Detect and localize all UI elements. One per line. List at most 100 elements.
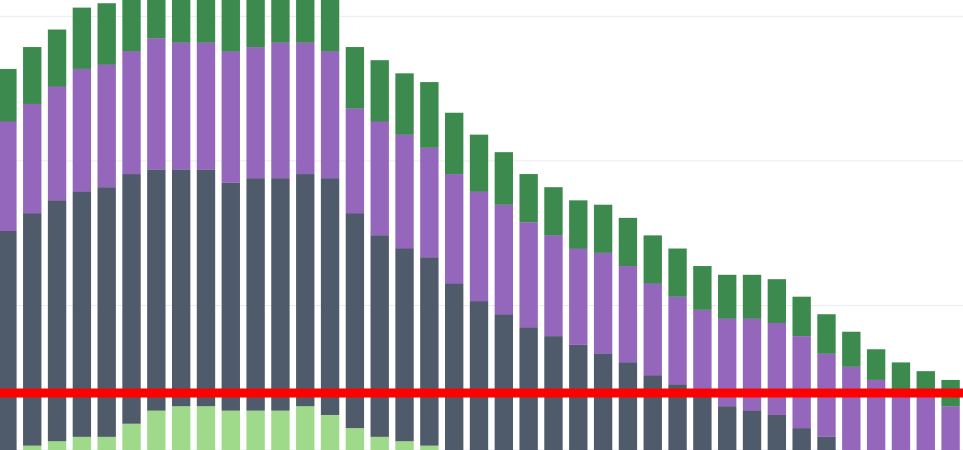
bar-segment-4-series-3 bbox=[72, 68, 92, 192]
bar-segment-2-series-2 bbox=[23, 213, 42, 446]
bar-segment-5-series-1 bbox=[97, 436, 116, 450]
bar-segment-14-series-3 bbox=[320, 51, 340, 179]
bar-segment-28-series-4 bbox=[668, 248, 687, 297]
bar-segment-26-series-4 bbox=[618, 217, 638, 267]
bar-segment-37-series-3 bbox=[891, 388, 911, 450]
bar-segment-20-series-2 bbox=[469, 301, 489, 450]
bar-segment-32-series-3 bbox=[767, 322, 787, 415]
bar-segment-17-series-4 bbox=[395, 73, 414, 135]
bar-segment-8-series-4 bbox=[171, 0, 191, 43]
bar-segment-33-series-2 bbox=[792, 428, 811, 450]
bar-segment-7-series-1 bbox=[147, 410, 166, 450]
bar-segment-16-series-1 bbox=[370, 436, 389, 450]
bar-segment-18-series-1 bbox=[420, 445, 439, 450]
bar-segment-13-series-1 bbox=[296, 406, 315, 450]
bar-segment-33-series-3 bbox=[792, 336, 811, 429]
bar-segment-25-series-2 bbox=[593, 353, 613, 450]
bar-segment-9-series-1 bbox=[196, 406, 216, 450]
bar-segment-36-series-4 bbox=[866, 349, 886, 380]
bar-segment-35-series-4 bbox=[842, 331, 861, 367]
bar-segment-18-series-4 bbox=[420, 82, 439, 148]
bar-segment-7-series-2 bbox=[147, 169, 166, 411]
bar-segment-8-series-1 bbox=[171, 406, 191, 450]
bar-segment-15-series-2 bbox=[345, 213, 365, 429]
bar-segment-19-series-4 bbox=[445, 112, 464, 175]
bar-segment-9-series-3 bbox=[196, 42, 216, 170]
bar-segment-16-series-2 bbox=[370, 235, 389, 437]
bar-segment-22-series-4 bbox=[519, 174, 538, 223]
bar-segment-23-series-3 bbox=[544, 235, 563, 337]
bar-segment-26-series-3 bbox=[618, 266, 638, 363]
bar-segment-10-series-2 bbox=[221, 182, 240, 411]
bar-segment-39-series-3 bbox=[941, 406, 960, 450]
bar-segment-14-series-4 bbox=[320, 0, 340, 52]
bar-segment-32-series-2 bbox=[767, 414, 787, 450]
bar-segment-11-series-4 bbox=[246, 0, 265, 48]
bar-segment-24-series-3 bbox=[569, 248, 588, 345]
bar-segment-5-series-2 bbox=[97, 187, 116, 437]
bar-segment-30-series-2 bbox=[718, 406, 737, 450]
bar-segment-9-series-4 bbox=[196, 0, 216, 43]
bar-segment-12-series-4 bbox=[271, 0, 290, 43]
bar-segment-16-series-3 bbox=[370, 121, 389, 236]
bar-segment-21-series-3 bbox=[494, 204, 514, 315]
bar-segment-9-series-2 bbox=[196, 169, 216, 407]
bar-segment-3-series-2 bbox=[47, 200, 67, 442]
bar-segment-28-series-2 bbox=[668, 384, 687, 450]
bar-segment-27-series-4 bbox=[643, 235, 662, 284]
bar-segment-10-series-3 bbox=[221, 51, 240, 183]
bar-segment-23-series-4 bbox=[544, 187, 563, 236]
bar-segment-13-series-2 bbox=[296, 174, 315, 407]
bar-segment-27-series-2 bbox=[643, 375, 662, 450]
bar-segment-5-series-3 bbox=[97, 64, 116, 188]
bar-segment-29-series-4 bbox=[693, 266, 712, 310]
bar-segment-38-series-3 bbox=[916, 397, 935, 450]
bar-segment-19-series-2 bbox=[445, 283, 464, 450]
bar-segment-6-series-4 bbox=[122, 0, 141, 52]
bar-segment-6-series-1 bbox=[122, 423, 141, 450]
bar-segment-34-series-4 bbox=[817, 314, 836, 354]
bar-segment-33-series-4 bbox=[792, 296, 811, 337]
bar-segment-2-series-1 bbox=[23, 445, 42, 450]
bar-segment-31-series-3 bbox=[742, 318, 762, 411]
bar-segment-8-series-3 bbox=[171, 42, 191, 170]
bar-segment-34-series-2 bbox=[817, 436, 836, 450]
bar-segment-18-series-3 bbox=[420, 147, 439, 258]
bar-segment-32-series-4 bbox=[767, 279, 787, 323]
bar-segment-2-series-4 bbox=[23, 47, 42, 104]
bar-segment-26-series-2 bbox=[618, 362, 638, 450]
bar-segment-35-series-3 bbox=[842, 366, 861, 450]
bar-segment-7-series-4 bbox=[147, 0, 166, 39]
bar-segment-37-series-4 bbox=[891, 362, 911, 389]
bar-segment-13-series-4 bbox=[296, 0, 315, 43]
bar-segment-16-series-4 bbox=[370, 60, 389, 122]
bar-segment-21-series-2 bbox=[494, 314, 514, 450]
bar-segment-12-series-2 bbox=[271, 178, 290, 411]
bar-segment-1-series-3 bbox=[0, 121, 17, 231]
bar-segment-11-series-2 bbox=[246, 178, 265, 411]
bar-segment-30-series-3 bbox=[718, 318, 737, 407]
bar-segment-29-series-2 bbox=[693, 397, 712, 450]
bar-segment-12-series-1 bbox=[271, 410, 290, 450]
bar-segment-11-series-1 bbox=[246, 410, 265, 450]
bar-segment-15-series-4 bbox=[345, 47, 365, 109]
bar-segment-10-series-1 bbox=[221, 410, 240, 450]
bar-segment-3-series-4 bbox=[47, 29, 67, 87]
bar-segment-30-series-4 bbox=[718, 274, 737, 319]
bar-segment-11-series-3 bbox=[246, 47, 265, 179]
bar-segment-25-series-3 bbox=[593, 252, 613, 354]
bar-segment-22-series-3 bbox=[519, 222, 538, 328]
bar-segment-1-series-2 bbox=[0, 231, 17, 450]
bar-segment-29-series-3 bbox=[693, 309, 712, 398]
bar-segment-14-series-2 bbox=[320, 178, 340, 415]
bar-segment-6-series-3 bbox=[122, 51, 141, 175]
bar-segment-10-series-4 bbox=[221, 0, 240, 52]
bar-segment-31-series-2 bbox=[742, 410, 762, 450]
bar-segment-17-series-1 bbox=[395, 441, 414, 450]
bar-segment-21-series-4 bbox=[494, 152, 514, 205]
bar-segment-4-series-2 bbox=[72, 191, 92, 437]
bar-segment-8-series-2 bbox=[171, 169, 191, 407]
bar-segment-15-series-3 bbox=[345, 108, 365, 214]
bar-segment-20-series-3 bbox=[469, 191, 489, 302]
bar-segment-2-series-3 bbox=[23, 103, 42, 214]
